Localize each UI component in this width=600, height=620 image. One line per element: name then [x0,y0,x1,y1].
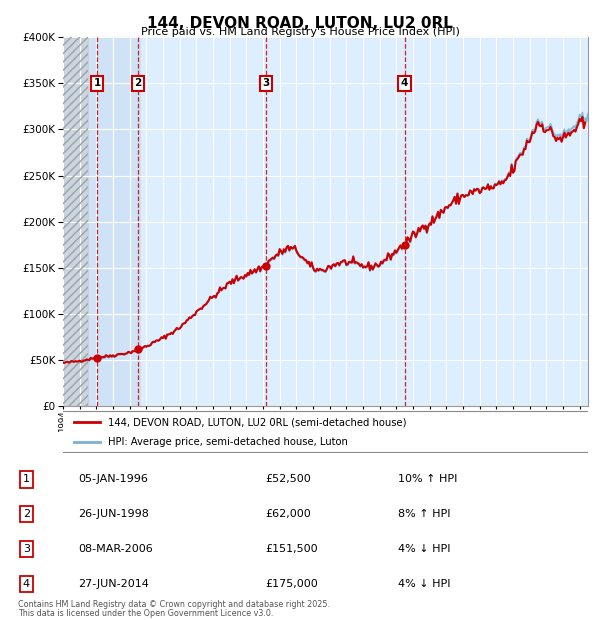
Bar [63,37,140,406]
Text: 4% ↓ HPI: 4% ↓ HPI [398,578,451,589]
Text: £52,500: £52,500 [265,474,311,484]
Text: 10% ↑ HPI: 10% ↑ HPI [398,474,457,484]
Text: 2: 2 [134,78,142,88]
Text: 27-JUN-2014: 27-JUN-2014 [78,578,149,589]
Text: 1: 1 [23,474,30,484]
Text: 4% ↓ HPI: 4% ↓ HPI [398,544,451,554]
Text: £175,000: £175,000 [265,578,318,589]
Text: 8% ↑ HPI: 8% ↑ HPI [398,509,451,519]
Text: 3: 3 [23,544,30,554]
Text: Contains HM Land Registry data © Crown copyright and database right 2025.: Contains HM Land Registry data © Crown c… [18,600,330,609]
Text: 08-MAR-2006: 08-MAR-2006 [78,544,153,554]
Text: 4: 4 [401,78,408,88]
Text: 3: 3 [263,78,270,88]
FancyBboxPatch shape [58,411,592,452]
Text: £62,000: £62,000 [265,509,311,519]
Text: £151,500: £151,500 [265,544,318,554]
Text: 144, DEVON ROAD, LUTON, LU2 0RL: 144, DEVON ROAD, LUTON, LU2 0RL [147,16,453,30]
Bar [63,37,88,406]
Text: 26-JUN-1998: 26-JUN-1998 [78,509,149,519]
Text: 2: 2 [23,509,30,519]
Bar [63,37,88,406]
Text: This data is licensed under the Open Government Licence v3.0.: This data is licensed under the Open Gov… [18,608,274,618]
Text: HPI: Average price, semi-detached house, Luton: HPI: Average price, semi-detached house,… [107,437,347,447]
Text: Price paid vs. HM Land Registry's House Price Index (HPI): Price paid vs. HM Land Registry's House … [140,27,460,37]
Text: 144, DEVON ROAD, LUTON, LU2 0RL (semi-detached house): 144, DEVON ROAD, LUTON, LU2 0RL (semi-de… [107,417,406,427]
Text: 1: 1 [94,78,101,88]
Text: 05-JAN-1996: 05-JAN-1996 [78,474,148,484]
Text: 4: 4 [23,578,30,589]
